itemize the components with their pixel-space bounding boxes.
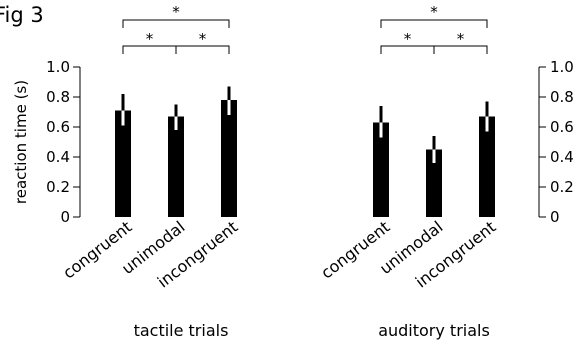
y-tick-label: 0	[60, 208, 70, 226]
y-tick-label: 1.0	[46, 58, 70, 76]
y-tick-label: 0.8	[46, 88, 70, 106]
bar-unimodal	[168, 116, 184, 217]
significance-star: *	[404, 30, 412, 48]
bar-incongruent	[479, 116, 495, 217]
y-tick-label: 0.2	[46, 178, 70, 196]
y-tick-label: 0.2	[550, 178, 574, 196]
significance-bracket	[175, 45, 230, 54]
x-axis-title: tactile trials	[134, 321, 229, 340]
y-axis-title: reaction time (s)	[12, 80, 30, 204]
bar-incongruent	[221, 100, 237, 217]
y-tick-label: 0	[550, 208, 560, 226]
figure-label: Fig 3	[0, 3, 44, 27]
bar-congruent	[115, 110, 131, 217]
category-label: congruent	[59, 217, 135, 282]
y-tick-label: 0.4	[550, 148, 574, 166]
category-label: congruent	[317, 217, 393, 282]
y-tick-label: 0.4	[46, 148, 70, 166]
bar-unimodal	[426, 149, 442, 217]
significance-star: *	[172, 3, 180, 21]
bar-congruent	[373, 122, 389, 217]
y-tick-label: 0.8	[550, 88, 574, 106]
y-tick-label: 1.0	[550, 58, 574, 76]
significance-star: *	[199, 30, 207, 48]
significance-star: *	[430, 3, 438, 21]
significance-bracket	[122, 19, 230, 28]
x-axis-title: auditory trials	[378, 321, 490, 340]
significance-star: *	[457, 30, 465, 48]
significance-bracket	[433, 45, 488, 54]
significance-bracket	[380, 19, 488, 28]
y-tick-label: 0.6	[46, 118, 70, 136]
significance-star: *	[146, 30, 154, 48]
y-tick-label: 0.6	[550, 118, 574, 136]
